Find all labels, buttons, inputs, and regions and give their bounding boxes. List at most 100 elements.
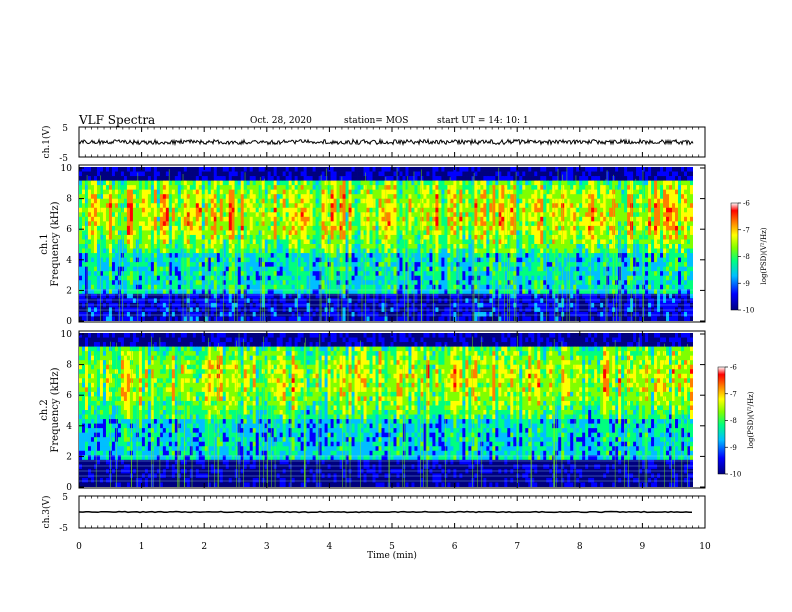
spectrogram-cell	[390, 180, 394, 186]
spectrogram-cell	[102, 289, 107, 295]
spectrogram-cell	[504, 207, 508, 213]
spectrogram-cell	[129, 316, 134, 321]
spectrogram-cell	[84, 221, 89, 227]
spectrogram-cell	[462, 221, 466, 227]
spectrogram-cell	[183, 216, 188, 222]
spectrogram-cell	[225, 212, 230, 218]
spectrogram-cell	[204, 316, 209, 321]
spectrogram-cell	[342, 253, 346, 258]
spectrogram-cell	[132, 280, 137, 286]
spectrogram-cell	[387, 194, 391, 200]
spectrogram-cell	[240, 289, 245, 295]
spectrogram-cell	[147, 302, 152, 308]
spectrogram-cell	[165, 244, 170, 249]
spectrogram-cell	[354, 194, 358, 200]
spectrogram-cell	[288, 189, 293, 195]
spectrogram-cell	[165, 207, 170, 213]
spectrogram-cell	[396, 189, 400, 195]
spectrogram-cell	[264, 289, 269, 295]
spectrogram-cell	[153, 167, 158, 172]
spectrogram-cell	[99, 230, 104, 236]
spectrogram-cell	[174, 262, 179, 268]
spectrogram-cell	[396, 280, 400, 286]
spectrogram-cell	[348, 239, 352, 245]
spectrogram-cell	[219, 289, 224, 295]
spectrogram-cell	[387, 221, 391, 227]
spectrogram-cell	[225, 311, 230, 317]
spectrogram-cell	[96, 225, 101, 231]
spectrogram-cell	[252, 198, 257, 204]
spectrogram-cell	[516, 253, 520, 258]
spectrogram-cell	[369, 302, 373, 308]
spectrogram-cell	[387, 207, 391, 213]
spectrogram-cell	[79, 262, 83, 268]
spectrogram-cell	[351, 275, 355, 281]
spectrogram-cell	[87, 167, 92, 172]
spectrogram-cell	[369, 244, 373, 249]
spectrogram-cell	[171, 239, 176, 245]
spectrogram-cell	[492, 167, 496, 172]
spectrogram-cell	[141, 266, 146, 272]
spectrogram-cell	[291, 316, 296, 321]
spectrogram-cell	[82, 216, 86, 222]
spectrogram-cell	[396, 302, 400, 308]
spectrogram-cell	[327, 293, 331, 299]
spectrogram-cell	[483, 257, 487, 263]
spectrogram-cell	[168, 203, 173, 209]
spectrogram-cell	[129, 176, 134, 181]
spectrogram-cell	[303, 207, 308, 213]
spectrogram-cell	[93, 275, 98, 281]
spectrogram-cell	[144, 239, 149, 245]
spectrogram-cell	[483, 271, 487, 277]
spectrogram-cell	[492, 293, 496, 299]
spectrogram-cell	[492, 316, 496, 321]
spectrogram-cell	[336, 189, 340, 195]
spectrogram-cell	[204, 180, 209, 186]
spectrogram-cell	[117, 171, 122, 177]
spectrogram-cell	[168, 171, 173, 177]
spectrogram-cell	[348, 234, 352, 240]
spectrogram-cell	[306, 203, 311, 209]
spectrogram-cell	[327, 244, 331, 249]
spectrogram-cell	[171, 171, 176, 177]
spectrogram-cell	[195, 171, 200, 177]
spectrogram-cell	[207, 194, 212, 200]
spectrogram-cell	[291, 289, 296, 295]
spectrogram-cell	[387, 298, 391, 304]
spectrogram-cell	[219, 207, 224, 213]
ch1-ylabel: ch.1(V)	[41, 126, 52, 159]
spectrogram-cell	[378, 239, 382, 245]
spectrogram-cell	[264, 257, 269, 263]
spectrogram-cell	[348, 216, 352, 222]
spectrogram-cell	[498, 293, 502, 299]
spectrogram-cell	[498, 239, 502, 245]
spectrogram-cell	[516, 257, 520, 263]
spectrogram-cell	[357, 234, 361, 240]
spectrogram-cell	[216, 234, 221, 240]
spectrogram-cell	[396, 266, 400, 272]
spectrogram-cell	[132, 248, 137, 254]
spectrogram-cell	[273, 216, 278, 222]
spectrogram-cell	[426, 257, 430, 263]
spectrogram-cell	[378, 248, 382, 254]
spectrogram-cell	[171, 262, 176, 268]
spectrogram-cell	[462, 298, 466, 304]
spectrogram-cell	[102, 176, 107, 181]
spectrogram-cell	[435, 216, 439, 222]
spectrogram-cell	[183, 280, 188, 286]
spectrogram-cell	[441, 302, 445, 308]
spectrogram-cell	[252, 302, 257, 308]
spectrogram-cell	[507, 266, 511, 272]
spectrogram-cell	[246, 244, 251, 249]
spectrogram-cell	[213, 203, 218, 209]
spectrogram-cell	[279, 271, 284, 277]
spectrogram-cell	[480, 248, 484, 254]
spectrogram-cell	[459, 203, 463, 209]
spectrogram-cell	[312, 180, 317, 186]
spectrogram-cell	[84, 316, 89, 321]
spectrogram-cell	[240, 212, 245, 218]
spectrogram-cell	[165, 239, 170, 245]
spectrogram-cell	[354, 311, 358, 317]
spectrogram-cell	[201, 262, 206, 268]
spectrogram-cell	[390, 203, 394, 209]
